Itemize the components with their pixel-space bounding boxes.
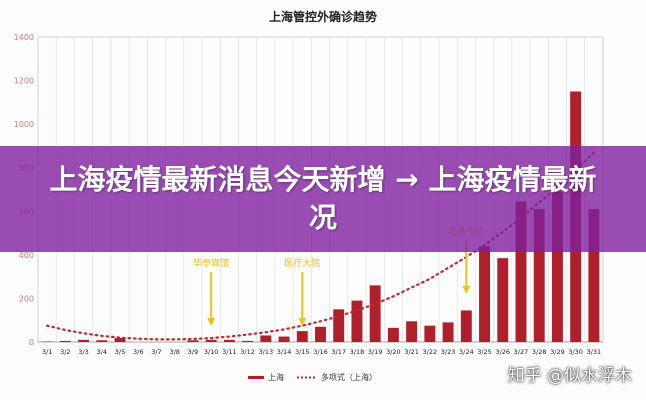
bar [242, 340, 254, 342]
x-tick-label: 3/7 [151, 348, 161, 356]
bar [351, 300, 363, 342]
legend: 上海 多项式（上海） [248, 372, 377, 382]
x-tick-label: 3/25 [477, 348, 492, 356]
x-tick-label: 3/13 [259, 348, 274, 356]
y-tick-label: 200 [19, 294, 34, 303]
x-tick-label: 3/23 [441, 348, 456, 356]
annotation: 华亭宾馆 [193, 257, 229, 326]
x-tick-label: 3/11 [222, 348, 237, 356]
headline-banner: 上海疫情最新消息今天新增 → 上海疫情最新况 [0, 146, 646, 252]
annotation-arrow-head [298, 318, 307, 326]
bar [442, 322, 454, 342]
bar [278, 336, 290, 342]
bar [424, 325, 436, 342]
bar [59, 340, 71, 342]
x-tick-label: 3/28 [532, 348, 547, 356]
legend-label-trend: 多项式（上海） [321, 372, 377, 382]
bar [223, 339, 235, 342]
bar [387, 327, 399, 342]
x-tick-label: 3/9 [188, 348, 198, 356]
x-tick-label: 3/29 [550, 348, 565, 356]
x-tick-label: 3/2 [60, 348, 70, 356]
annotation-arrow-head [462, 286, 471, 294]
annotation: 医疗大院 [284, 257, 320, 326]
x-tick-label: 3/18 [350, 348, 365, 356]
bar [78, 339, 90, 342]
chart-title: 上海管控外确诊趋势 [269, 9, 377, 24]
x-tick-label: 3/16 [313, 348, 328, 356]
bar [96, 340, 108, 342]
headline-text: 上海疫情最新消息今天新增 → 上海疫情最新况 [49, 163, 597, 234]
bar [551, 191, 563, 342]
x-tick-label: 3/14 [277, 348, 292, 356]
x-tick-label: 3/26 [495, 348, 510, 356]
bar [533, 209, 545, 342]
y-tick-label: 1400 [14, 33, 34, 42]
y-tick-label: 400 [19, 251, 34, 260]
x-tick-label: 3/22 [423, 348, 438, 356]
bar [205, 339, 217, 342]
x-tick-label: 3/5 [115, 348, 125, 356]
x-axis-ticks: 3/1 3/2 3/3 3/4 3/5 3/6 3/7 3/8 3/9 3/10 3/11 3/12 3… [42, 348, 601, 356]
bar [260, 335, 272, 342]
bar [497, 258, 509, 342]
x-tick-label: 3/4 [97, 348, 107, 356]
bar [333, 309, 345, 342]
x-tick-label: 3/27 [514, 348, 529, 356]
bar [460, 310, 472, 342]
annotation-arrow-head [207, 318, 216, 326]
x-tick-label: 3/21 [404, 348, 419, 356]
x-tick-label: 3/31 [587, 348, 602, 356]
x-tick-label: 3/20 [386, 348, 401, 356]
annotation-label: 医疗大院 [284, 257, 320, 269]
x-tick-label: 3/17 [331, 348, 346, 356]
x-tick-label: 3/12 [240, 348, 255, 356]
legend-label-bar: 上海 [268, 372, 284, 382]
x-tick-label: 3/19 [368, 348, 383, 356]
y-tick-label: 0 [29, 338, 34, 347]
bar [187, 340, 199, 342]
watermark: 知乎 @似水浮木 [507, 366, 632, 386]
legend-bar-swatch [248, 376, 264, 379]
x-tick-label: 3/1 [42, 348, 52, 356]
x-tick-label: 3/3 [78, 348, 88, 356]
bar [315, 326, 326, 342]
x-tick-label: 3/24 [459, 348, 474, 356]
x-tick-label: 3/8 [169, 348, 179, 356]
x-tick-label: 3/15 [295, 348, 310, 356]
bar [296, 331, 308, 342]
bar [369, 285, 381, 342]
bar [588, 209, 600, 342]
annotation-label: 华亭宾馆 [193, 257, 229, 269]
x-tick-label: 3/6 [133, 348, 143, 356]
bar [114, 338, 126, 342]
y-tick-label: 1000 [14, 120, 34, 129]
x-tick-label: 3/10 [204, 348, 219, 356]
bar [515, 201, 527, 342]
y-tick-label: 1200 [14, 77, 34, 86]
bar [406, 321, 418, 342]
x-tick-label: 3/30 [568, 348, 583, 356]
bar [479, 246, 490, 342]
